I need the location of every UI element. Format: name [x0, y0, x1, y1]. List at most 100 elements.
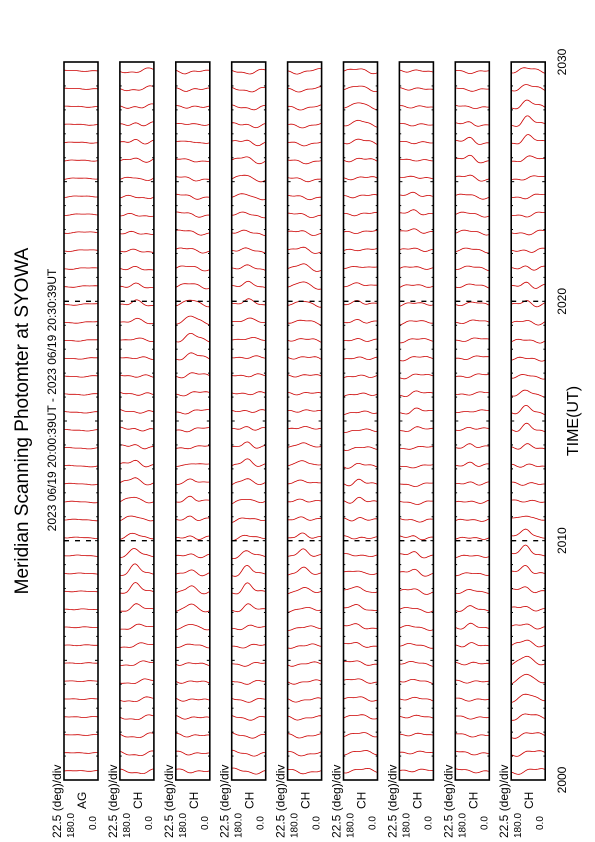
photometer-trace: [64, 321, 98, 324]
photometer-trace: [63, 105, 98, 108]
photometer-trace: [119, 496, 155, 504]
photometer-trace: [287, 338, 322, 343]
channel-label: CH: [131, 792, 145, 809]
photometer-trace: [119, 477, 155, 486]
channel-label: CH: [243, 792, 257, 809]
photometer-trace: [287, 246, 322, 254]
photometer-trace: [175, 105, 210, 109]
photometer-trace: [287, 104, 322, 111]
photometer-trace: [399, 732, 434, 737]
photometer-trace: [455, 572, 490, 577]
channel-label: CH: [522, 792, 536, 809]
y-bottom-label: 0.0: [423, 816, 434, 830]
panel-frame: [175, 61, 211, 781]
photometer-trace: [343, 496, 378, 504]
panel-4: 22.5 (deg)/div 180.0 CH 0.0: [218, 61, 267, 838]
time-range: 2023 06/19 20:00:39UT - 2023 06/19 20:30…: [45, 268, 59, 531]
x-axis-title: TIME(UT): [565, 386, 582, 456]
photometer-trace: [455, 193, 490, 200]
photometer-trace: [119, 408, 155, 414]
photometer-trace: [287, 548, 322, 557]
photometer-trace: [63, 375, 98, 378]
photometer-trace: [343, 229, 378, 234]
photometer-trace: [511, 405, 546, 416]
photometer-trace: [511, 356, 546, 362]
photometer-trace: [399, 445, 434, 450]
photometer-trace: [287, 769, 322, 775]
photometer-trace: [231, 603, 266, 613]
scale-label: 22.5 (deg)/div: [441, 765, 455, 838]
panel-9: 22.5 (deg)/div 180.0 CH 0.0: [497, 61, 546, 838]
photometer-trace: [399, 338, 434, 344]
photometer-trace: [63, 123, 99, 126]
photometer-trace: [231, 337, 266, 341]
panel-5: 22.5 (deg)/div 180.0 CH 0.0: [274, 61, 323, 838]
photometer-trace: [399, 464, 434, 469]
photometer-trace: [287, 141, 322, 147]
photometer-trace: [175, 283, 210, 290]
photometer-trace: [399, 518, 434, 523]
x-tick-label: 2020: [555, 288, 569, 315]
panel-6: 22.5 (deg)/div 180.0 CH 0.0: [330, 61, 379, 838]
photometer-trace: [63, 770, 99, 772]
scale-label: 22.5 (deg)/div: [385, 765, 399, 838]
photometer-trace: [399, 247, 434, 252]
panel-frame: [398, 61, 435, 781]
y-bottom-label: 0.0: [479, 816, 490, 830]
photometer-trace: [231, 426, 266, 431]
photometer-trace: [231, 280, 266, 289]
photometer-trace: [119, 317, 154, 325]
photometer-trace: [175, 352, 211, 361]
photometer-trace: [231, 156, 266, 165]
photometer-trace: [511, 229, 546, 236]
photometer-trace: [287, 460, 322, 467]
photometer-trace: [64, 518, 99, 522]
photometer-trace: [231, 68, 266, 75]
photometer-trace: [455, 750, 490, 756]
y-top-label: 180.0: [234, 813, 245, 838]
photometer-trace: [455, 136, 490, 145]
photometer-trace: [231, 458, 266, 467]
photometer-trace: [119, 444, 154, 450]
photometer-trace: [119, 138, 155, 145]
photometer-trace: [63, 680, 99, 683]
photometer-trace: [119, 212, 155, 218]
photometer-trace: [231, 534, 266, 541]
photometer-trace: [343, 392, 378, 397]
x-tick-label: 2030: [555, 48, 569, 75]
photometer-trace: [119, 548, 154, 558]
photometer-trace: [511, 422, 546, 433]
photometer-trace: [511, 211, 546, 218]
photometer-trace: [119, 563, 155, 576]
photometer-trace: [119, 750, 154, 757]
photometer-trace: [175, 229, 210, 236]
photometer-trace: [455, 301, 490, 306]
photometer-trace: [175, 391, 210, 397]
photometer-trace: [455, 121, 490, 127]
photometer-trace: [63, 177, 99, 180]
photometer-trace: [119, 623, 154, 630]
photometer-trace: [455, 622, 490, 630]
photometer-trace: [175, 662, 210, 667]
photometer-trace: [119, 426, 155, 432]
x-tick-label: 2010: [555, 527, 569, 554]
photometer-trace: [175, 333, 210, 343]
photometer-trace: [511, 544, 546, 557]
photometer-trace: [64, 734, 99, 736]
panel-3: 22.5 (deg)/div 180.0 CH 0.0: [162, 61, 211, 838]
photometer-trace: [399, 87, 434, 91]
photometer-trace: [343, 586, 378, 593]
photometer-trace: [343, 356, 378, 360]
photometer-trace: [399, 407, 434, 415]
photometer-trace: [511, 499, 546, 503]
photometer-trace: [175, 643, 210, 649]
photometer-trace: [119, 103, 154, 109]
y-bottom-label: 0.0: [88, 816, 99, 830]
photometer-trace: [231, 441, 266, 449]
photometer-trace: [231, 104, 266, 111]
photometer-trace: [287, 715, 322, 721]
photometer-trace: [511, 134, 546, 145]
photometer-trace: [287, 230, 322, 236]
photometer-trace: [455, 536, 490, 540]
photometer-trace: [287, 409, 322, 413]
